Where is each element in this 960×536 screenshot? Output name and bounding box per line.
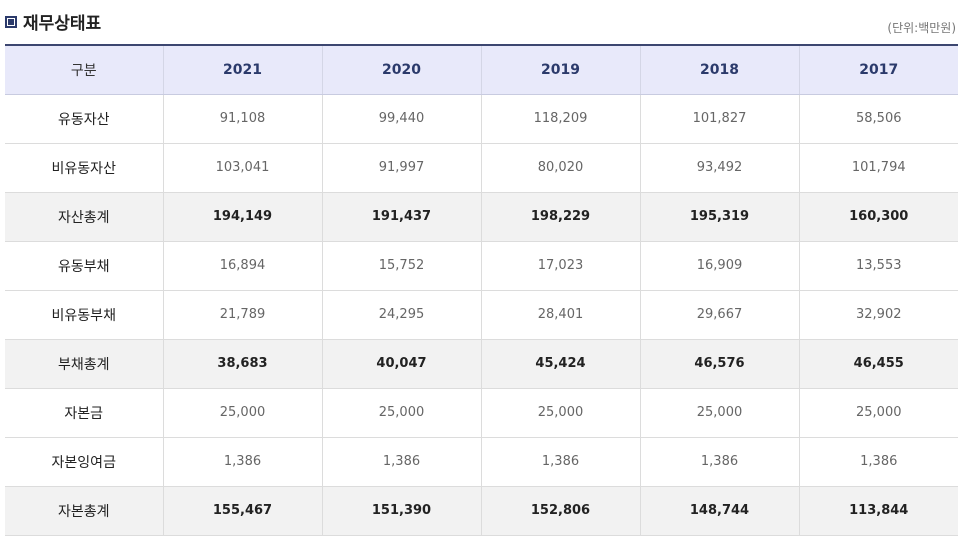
table-cell: 113,844 [798, 486, 958, 536]
title-wrap: 재무상태표 [5, 9, 101, 34]
column-header-2021: 2021 [162, 44, 322, 95]
row-label: 자본잉여금 [5, 437, 163, 487]
table-cell: 198,229 [480, 192, 640, 242]
row-label: 부채총계 [5, 339, 163, 389]
table-cell: 25,000 [639, 388, 799, 438]
table-row: 자본잉여금 1,386 1,386 1,386 1,386 1,386 [5, 437, 958, 487]
table-body: 유동자산 91,108 99,440 118,209 101,827 58,506 비유동자… [5, 94, 958, 536]
table-cell: 148,744 [639, 486, 799, 536]
table-row: 부채총계 38,683 40,047 45,424 46,576 46,455 [5, 339, 958, 389]
table-cell: 21,789 [162, 290, 322, 340]
table-cell: 1,386 [798, 437, 958, 487]
table-row: 비유동부채 21,789 24,295 28,401 29,667 32,902 [5, 290, 958, 340]
table-cell: 191,437 [321, 192, 481, 242]
unit-label: (단위:백만원) [887, 21, 956, 35]
table-row: 유동자산 91,108 99,440 118,209 101,827 58,506 [5, 94, 958, 144]
table-cell: 38,683 [162, 339, 322, 389]
table-cell: 25,000 [480, 388, 640, 438]
table-cell: 152,806 [480, 486, 640, 536]
table-cell: 15,752 [321, 241, 481, 291]
table-cell: 118,209 [480, 94, 640, 144]
square-bullet-icon [5, 15, 17, 28]
table-cell: 25,000 [798, 388, 958, 438]
table-cell: 16,909 [639, 241, 799, 291]
column-header-category: 구분 [5, 44, 163, 95]
table-cell: 155,467 [162, 486, 322, 536]
table-cell: 93,492 [639, 143, 799, 193]
table-cell: 58,506 [798, 94, 958, 144]
row-label: 자산총계 [5, 192, 163, 242]
table-cell: 25,000 [162, 388, 322, 438]
table-cell: 45,424 [480, 339, 640, 389]
table-cell: 195,319 [639, 192, 799, 242]
section-header: 재무상태표 (단위:백만원) [0, 0, 960, 44]
table-cell: 46,455 [798, 339, 958, 389]
table-cell: 1,386 [162, 437, 322, 487]
table-cell: 99,440 [321, 94, 481, 144]
section-title: 재무상태표 [23, 14, 102, 34]
table-cell: 25,000 [321, 388, 481, 438]
table-cell: 101,827 [639, 94, 799, 144]
header-row: 구분 2021 2020 2019 2018 2017 [5, 44, 958, 95]
row-label: 유동자산 [5, 94, 163, 144]
table-cell: 1,386 [639, 437, 799, 487]
table-cell: 151,390 [321, 486, 481, 536]
row-label: 비유동부채 [5, 290, 163, 340]
table-row: 유동부채 16,894 15,752 17,023 16,909 13,553 [5, 241, 958, 291]
row-label: 유동부채 [5, 241, 163, 291]
column-header-2018: 2018 [639, 44, 799, 95]
table-row: 자산총계 194,149 191,437 198,229 195,319 160,300 [5, 192, 958, 242]
table-cell: 1,386 [480, 437, 640, 487]
table-cell: 24,295 [321, 290, 481, 340]
table-cell: 91,997 [321, 143, 481, 193]
table-cell: 91,108 [162, 94, 322, 144]
table-cell: 16,894 [162, 241, 322, 291]
row-label: 자본금 [5, 388, 163, 438]
table-cell: 101,794 [798, 143, 958, 193]
column-header-2020: 2020 [321, 44, 481, 95]
table-cell: 32,902 [798, 290, 958, 340]
table-row: 자본총계 155,467 151,390 152,806 148,744 113,844 [5, 486, 958, 536]
table-cell: 13,553 [798, 241, 958, 291]
row-label: 비유동자산 [5, 143, 163, 193]
table-cell: 17,023 [480, 241, 640, 291]
table-cell: 194,149 [162, 192, 322, 242]
column-header-2017: 2017 [798, 44, 958, 95]
column-header-2019: 2019 [480, 44, 640, 95]
table-cell: 28,401 [480, 290, 640, 340]
table-cell: 103,041 [162, 143, 322, 193]
balance-sheet-table: 구분 2021 2020 2019 2018 2017 유동자산 91,108 99… [5, 44, 958, 536]
table-cell: 1,386 [321, 437, 481, 487]
table-cell: 46,576 [639, 339, 799, 389]
table-row: 자본금 25,000 25,000 25,000 25,000 25,000 [5, 388, 958, 438]
table-cell: 160,300 [798, 192, 958, 242]
table-cell: 80,020 [480, 143, 640, 193]
table-cell: 29,667 [639, 290, 799, 340]
table-cell: 40,047 [321, 339, 481, 389]
table-row: 비유동자산 103,041 91,997 80,020 93,492 101,794 [5, 143, 958, 193]
row-label: 자본총계 [5, 486, 163, 536]
